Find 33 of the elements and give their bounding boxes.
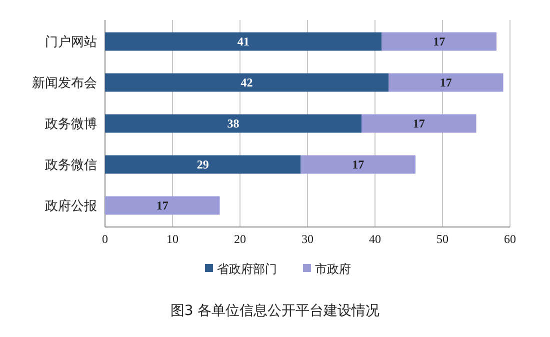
legend-label: 省政府部门 [217, 262, 277, 276]
x-tick-label: 10 [166, 232, 178, 246]
bar [382, 32, 496, 51]
bar [388, 73, 504, 92]
x-tick-label: 30 [302, 232, 314, 246]
data-label: 42 [240, 76, 253, 90]
data-label: 17 [412, 116, 425, 131]
x-tick-label: 50 [436, 232, 448, 246]
y-tick-label: 政务微信 [45, 158, 97, 174]
bar [105, 73, 388, 92]
data-label: 17 [156, 198, 168, 213]
x-tick-label: 20 [234, 232, 246, 246]
data-label: 29 [196, 158, 209, 172]
y-tick-label: 新闻发布会 [32, 76, 97, 92]
bar [105, 196, 220, 215]
x-tick-label: 60 [504, 232, 516, 246]
bar [300, 155, 416, 174]
legend-label: 市政府 [315, 262, 351, 276]
data-label: 17 [440, 76, 452, 90]
y-tick-label: 政务微博 [45, 117, 97, 132]
x-tick-label: 0 [102, 232, 108, 246]
bar [105, 32, 382, 51]
data-label: 17 [352, 158, 364, 172]
bar [105, 114, 362, 133]
text: 图3 各单位信息公开平台建设情况 [170, 303, 380, 319]
y-tick-label: 政府公报 [45, 198, 97, 214]
data-label: 17 [433, 34, 446, 49]
bar [105, 155, 301, 174]
data-label: 41 [237, 34, 250, 49]
data-label: 38 [227, 116, 240, 131]
bar [362, 114, 476, 133]
y-tick-label: 门户网站 [45, 34, 97, 50]
x-tick-label: 40 [369, 232, 381, 246]
